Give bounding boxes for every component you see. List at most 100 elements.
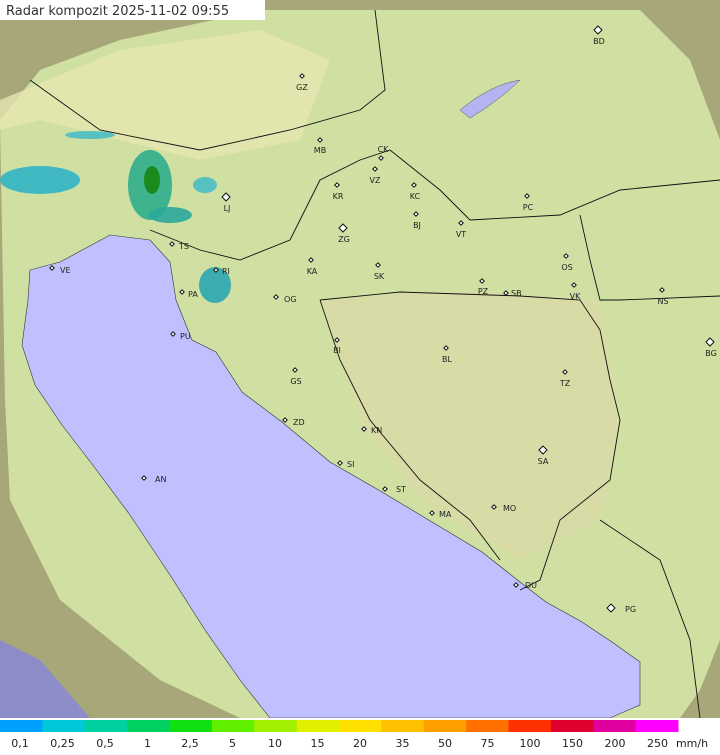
legend-label: 0,5	[96, 737, 114, 750]
legend-label: 35	[396, 737, 410, 750]
legend-label: 20	[353, 737, 367, 750]
city-marker	[593, 25, 603, 35]
city-marker	[563, 253, 569, 259]
legend-swatch	[635, 720, 679, 732]
city-label: CK	[378, 145, 390, 154]
city-marker	[443, 345, 449, 351]
city-marker	[273, 294, 279, 300]
city-marker	[292, 367, 298, 373]
city-label: GZ	[296, 83, 308, 92]
legend-swatch	[508, 720, 552, 732]
city-marker	[413, 211, 419, 217]
city-label: KC	[410, 192, 421, 201]
city-label: ST	[396, 485, 406, 494]
city-marker	[491, 504, 497, 510]
city-label: BI	[333, 346, 341, 355]
echo	[0, 166, 80, 194]
city-label: PZ	[478, 287, 489, 296]
city-marker	[213, 267, 219, 273]
city-label: TS	[178, 242, 189, 251]
legend-swatch	[381, 720, 425, 732]
city-marker	[49, 265, 55, 271]
city-label: RI	[222, 267, 230, 276]
city-label: DU	[525, 581, 537, 590]
legend-label: 1	[144, 737, 151, 750]
city-label: BL	[442, 355, 452, 364]
city-marker	[334, 182, 340, 188]
city-label: SK	[374, 272, 385, 281]
legend-label: 200	[605, 737, 626, 750]
legend-swatch	[169, 720, 213, 732]
city-label: MA	[439, 510, 452, 519]
city-marker	[317, 137, 323, 143]
city-marker	[179, 289, 185, 295]
city-label: BG	[705, 349, 717, 358]
city-label: PU	[180, 332, 191, 341]
city-label: KN	[371, 426, 382, 435]
city-label: PG	[625, 605, 636, 614]
city-marker	[503, 290, 509, 296]
legend-label: 75	[481, 737, 495, 750]
legend-swatch	[84, 720, 128, 732]
city-marker	[338, 223, 348, 233]
legend-label: 50	[438, 737, 452, 750]
radar-echoes	[0, 131, 231, 303]
city-label: SB	[511, 289, 522, 298]
echo	[65, 131, 115, 139]
title-box	[0, 0, 265, 20]
legend-label: 2,5	[181, 737, 199, 750]
legend-label: 5	[229, 737, 236, 750]
city-marker	[299, 73, 305, 79]
borders	[29, 9, 720, 719]
city-marker	[382, 486, 388, 492]
legend-unit: mm/h	[676, 737, 708, 750]
city-marker	[372, 166, 378, 172]
city-marker	[429, 510, 435, 516]
legend-swatch	[466, 720, 509, 732]
legend-label: 100	[520, 737, 541, 750]
city-marker	[659, 287, 665, 293]
city-label: ZG	[338, 235, 350, 244]
city-marker	[411, 182, 417, 188]
echo	[148, 207, 192, 223]
city-marker	[705, 337, 715, 347]
legend-swatch	[593, 720, 637, 732]
city-label: VT	[456, 230, 466, 239]
city-label: PC	[523, 203, 534, 212]
legend-swatch	[42, 720, 86, 732]
city-label: ZD	[293, 418, 305, 427]
legend-swatch	[296, 720, 340, 732]
city-label: VZ	[370, 176, 381, 185]
city-label: AN	[155, 475, 166, 484]
city-label: OS	[561, 263, 572, 272]
city-label: SI	[347, 460, 354, 469]
city-label: KA	[307, 267, 318, 276]
city-marker	[524, 193, 530, 199]
city-marker	[170, 331, 176, 337]
city-label: VE	[60, 266, 71, 275]
city-label: LJ	[224, 204, 231, 213]
alps-region	[0, 30, 330, 160]
adriatic-sea	[21, 234, 641, 719]
city-label: BD	[593, 37, 605, 46]
city-marker	[337, 460, 343, 466]
city-marker	[141, 475, 147, 481]
city-marker	[606, 603, 616, 613]
legend-label: 150	[562, 737, 583, 750]
outside-sea	[0, 640, 90, 718]
legend-label: 250	[647, 737, 668, 750]
echo	[199, 267, 231, 303]
city-label: OG	[284, 295, 297, 304]
legend-swatch	[127, 720, 170, 732]
title: Radar kompozit 2025-11-02 09:55	[6, 4, 229, 19]
legend-label: 0,25	[50, 737, 75, 750]
legend-label: 0,1	[11, 737, 29, 750]
city-marker	[282, 417, 288, 423]
city-marker	[458, 220, 464, 226]
city-marker	[308, 257, 314, 263]
dinaric-region	[320, 290, 620, 560]
city-label: NS	[657, 297, 668, 306]
city-label: GS	[290, 377, 301, 386]
legend-label: 15	[311, 737, 325, 750]
